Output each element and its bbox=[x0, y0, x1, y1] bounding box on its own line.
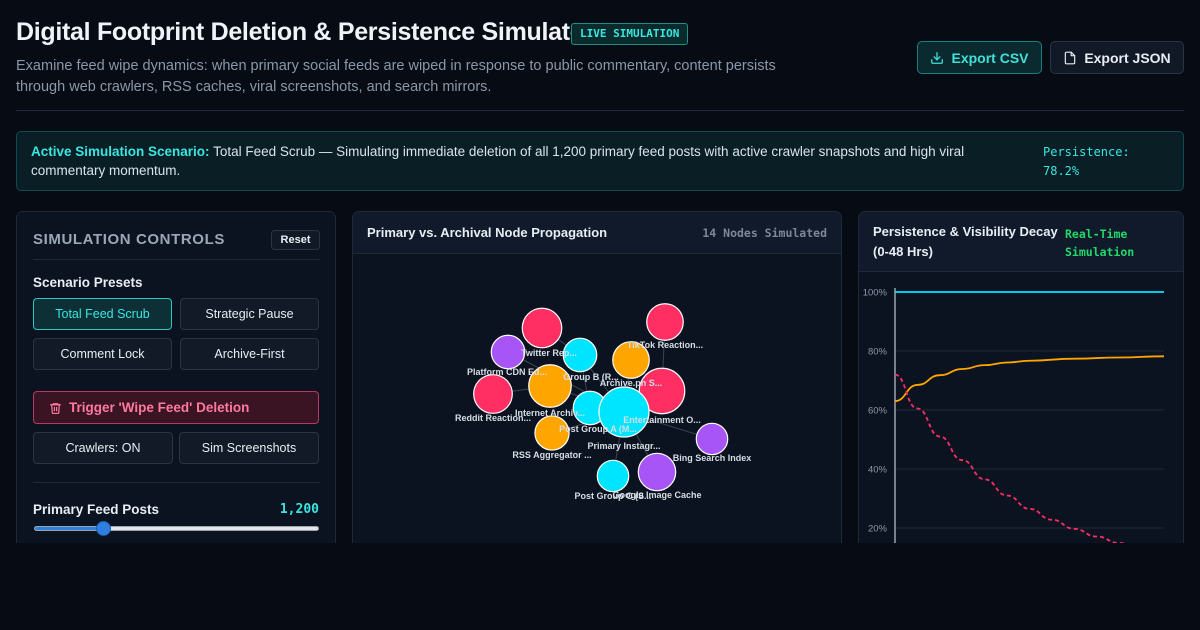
export-json-button[interactable]: Export JSON bbox=[1050, 41, 1184, 74]
network-node-label: Group B (R... bbox=[563, 372, 619, 382]
page-subtitle: Examine feed wipe dynamics: when primary… bbox=[16, 58, 776, 95]
y-tick-label: 60% bbox=[868, 406, 888, 417]
persistence-readout: Persistence: 78.2% bbox=[1043, 145, 1130, 178]
network-node[interactable] bbox=[528, 364, 572, 408]
export-json-label: Export JSON bbox=[1084, 49, 1171, 66]
preset-comment-lock[interactable]: Comment Lock bbox=[33, 338, 172, 370]
header-divider bbox=[16, 110, 1184, 111]
network-node-label: Reddit Reaction... bbox=[455, 413, 531, 423]
decay-title: Persistence & Visibility Decay (0-48 Hrs… bbox=[873, 224, 1058, 259]
network-node[interactable] bbox=[562, 337, 598, 373]
primary-feed-posts-label: Primary Feed Posts bbox=[33, 502, 160, 517]
trigger-wipe-feed-button[interactable]: Trigger 'Wipe Feed' Deletion bbox=[33, 391, 319, 424]
network-node[interactable] bbox=[646, 303, 684, 341]
network-node-label: RSS Aggregator ... bbox=[512, 450, 591, 460]
reset-button[interactable]: Reset bbox=[271, 230, 320, 250]
preset-strategic-pause[interactable]: Strategic Pause bbox=[180, 298, 319, 330]
node-propagation-panel: Primary vs. Archival Node Propagation 14… bbox=[352, 211, 842, 543]
network-node-label: TikTok Reaction... bbox=[627, 340, 703, 350]
decay-panel-header: Persistence & Visibility Decay (0-48 Hrs… bbox=[859, 212, 1183, 272]
live-simulation-badge: LIVE SIMULATION bbox=[571, 23, 689, 45]
decay-chart-panel: Persistence & Visibility Decay (0-48 Hrs… bbox=[858, 211, 1184, 543]
network-node-label: Bing Search Index bbox=[673, 453, 752, 463]
network-node-label: Twitter Rep... bbox=[521, 348, 577, 358]
series-line-3 bbox=[894, 373, 1127, 543]
network-title: Primary vs. Archival Node Propagation bbox=[367, 225, 608, 240]
series-line-2 bbox=[894, 355, 1165, 403]
page-title: Digital Footprint Deletion & Persistence… bbox=[16, 18, 595, 46]
scenario-label: Active Simulation Scenario: bbox=[31, 144, 210, 159]
node-count: 14 Nodes Simulated bbox=[702, 226, 827, 240]
y-tick-label: 100% bbox=[863, 288, 888, 299]
network-node[interactable] bbox=[695, 422, 729, 456]
network-node[interactable] bbox=[637, 452, 677, 492]
network-node-label: Post Group C (S... bbox=[574, 491, 651, 501]
slider-thumb[interactable] bbox=[95, 521, 111, 536]
network-graph[interactable]: Twitter Rep... TikTok Reaction... Platform… bbox=[353, 254, 842, 543]
download-icon bbox=[931, 51, 944, 64]
controls-title: SIMULATION CONTROLS bbox=[33, 231, 225, 248]
network-node-label: Primary Instagr... bbox=[587, 441, 660, 451]
primary-feed-posts-value: 1,200 bbox=[279, 502, 319, 517]
network-node[interactable] bbox=[473, 374, 513, 414]
network-node-label: Internet Archiv... bbox=[515, 408, 585, 418]
network-node[interactable] bbox=[521, 307, 563, 349]
simulation-controls-panel: SIMULATION CONTROLS Reset Scenario Prese… bbox=[16, 211, 336, 543]
crawlers-toggle[interactable]: Crawlers: ON bbox=[33, 432, 173, 464]
preset-total-feed-scrub[interactable]: Total Feed Scrub bbox=[33, 298, 172, 330]
scenario-banner-text: Active Simulation Scenario: Total Feed S… bbox=[31, 142, 1001, 180]
network-node[interactable] bbox=[490, 334, 526, 370]
realtime-badge: Real-Time Simulation bbox=[1065, 227, 1135, 259]
network-node-label: Post Group A (M... bbox=[559, 424, 637, 434]
scenario-banner: Active Simulation Scenario: Total Feed S… bbox=[16, 131, 1184, 191]
network-node[interactable] bbox=[638, 367, 686, 415]
primary-feed-posts-slider[interactable] bbox=[34, 521, 319, 536]
network-node[interactable] bbox=[534, 415, 570, 451]
scenario-description: Total Feed Scrub — Simulating immediate … bbox=[31, 144, 965, 178]
presets-label: Scenario Presets bbox=[33, 275, 143, 290]
controls-divider bbox=[33, 259, 320, 260]
network-node-label: Archive.ph S... bbox=[600, 378, 663, 388]
network-node-label: Platform CDN Ed... bbox=[467, 367, 547, 377]
y-tick-label: 20% bbox=[868, 524, 888, 535]
network-node[interactable] bbox=[598, 386, 650, 438]
network-panel-header: Primary vs. Archival Node Propagation 14… bbox=[353, 212, 841, 254]
trash-icon bbox=[50, 402, 61, 414]
controls-divider-2 bbox=[33, 482, 320, 483]
network-node[interactable] bbox=[612, 341, 650, 379]
preset-archive-first[interactable]: Archive-First bbox=[180, 338, 319, 370]
trigger-wipe-feed-label: Trigger 'Wipe Feed' Deletion bbox=[69, 400, 250, 415]
y-tick-label: 80% bbox=[868, 347, 888, 358]
network-node-label: Entertainment O... bbox=[623, 415, 701, 425]
network-node[interactable] bbox=[596, 459, 630, 493]
export-csv-button[interactable]: Export CSV bbox=[917, 41, 1042, 74]
decay-chart: 100% 80% 60% 40% 20% bbox=[863, 288, 1165, 543]
y-tick-label: 40% bbox=[868, 465, 888, 476]
file-icon bbox=[1065, 51, 1076, 64]
sim-screenshots-toggle[interactable]: Sim Screenshots bbox=[179, 432, 319, 464]
network-node-label: Google Image Cache bbox=[612, 490, 701, 500]
slider-fill bbox=[35, 527, 103, 530]
export-csv-label: Export CSV bbox=[951, 49, 1029, 66]
